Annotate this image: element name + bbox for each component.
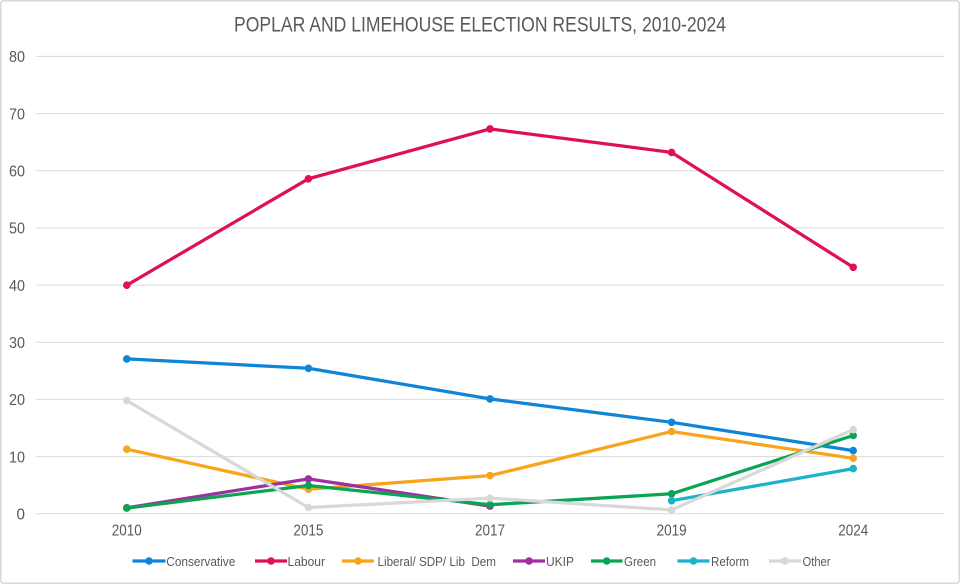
svg-text:80: 80 [9, 49, 25, 66]
svg-text:POPLAR AND LIMEHOUSE ELECTION: POPLAR AND LIMEHOUSE ELECTION RESULTS, 2… [234, 13, 726, 37]
svg-text:2017: 2017 [475, 523, 505, 540]
svg-text:Liberal/ SDP/ Lib Dem: Liberal/ SDP/ Lib Dem [378, 555, 497, 569]
svg-text:60: 60 [9, 164, 25, 181]
svg-text:UKIP: UKIP [546, 555, 574, 569]
svg-text:0: 0 [17, 507, 26, 524]
svg-text:Green: Green [624, 555, 656, 569]
svg-text:2019: 2019 [657, 523, 687, 540]
svg-text:10: 10 [9, 449, 25, 466]
svg-text:Labour: Labour [288, 555, 326, 569]
svg-text:70: 70 [9, 106, 25, 123]
svg-text:50: 50 [9, 221, 25, 238]
svg-text:Conservative: Conservative [166, 555, 235, 569]
svg-text:2015: 2015 [293, 523, 323, 540]
svg-text:30: 30 [9, 335, 25, 352]
svg-text:Reform: Reform [711, 555, 749, 569]
svg-text:2024: 2024 [838, 523, 868, 540]
svg-text:Other: Other [803, 555, 831, 569]
svg-text:20: 20 [9, 392, 25, 409]
svg-text:40: 40 [9, 278, 25, 295]
svg-text:2010: 2010 [112, 523, 142, 540]
